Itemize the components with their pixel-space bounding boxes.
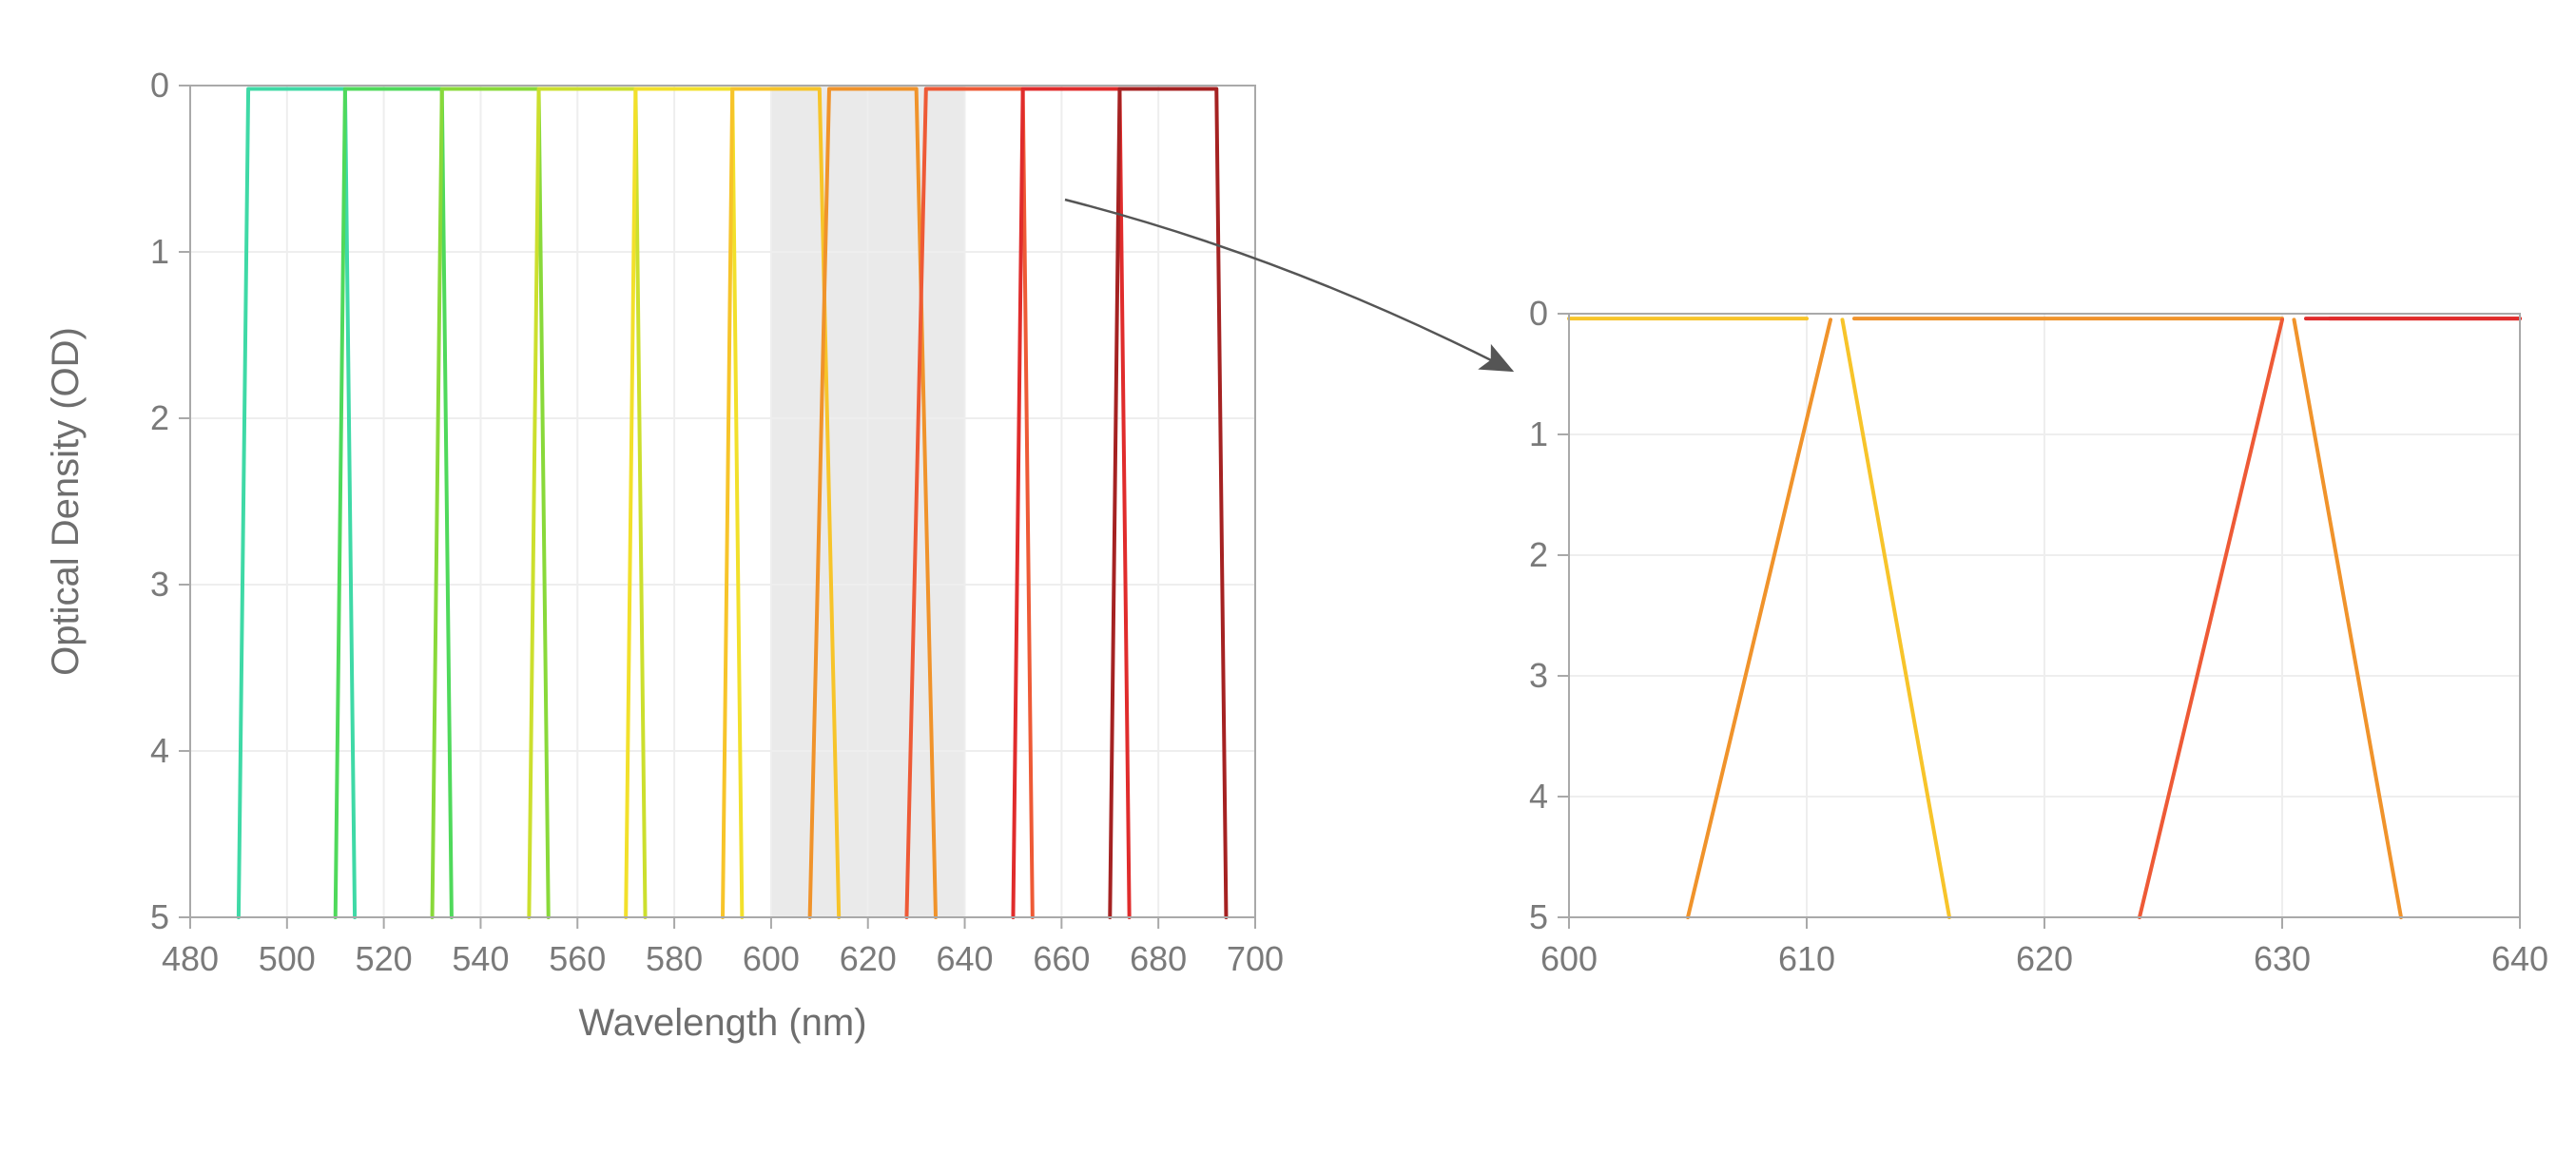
xtick-label: 580	[646, 939, 703, 978]
zoom-arrow	[1065, 200, 1512, 371]
ytick-label: 2	[1529, 535, 1548, 574]
ytick-label: 0	[1529, 294, 1548, 333]
ytick-label: 1	[1529, 414, 1548, 453]
chart-canvas: 4805005205405605806006206406606807000123…	[0, 0, 2576, 1154]
y-axis-label: Optical Density (OD)	[45, 327, 87, 676]
xtick-label: 610	[1778, 939, 1835, 978]
xtick-label: 540	[452, 939, 509, 978]
ytick-label: 2	[150, 398, 169, 437]
ytick-label: 0	[150, 66, 169, 105]
xtick-label: 680	[1130, 939, 1187, 978]
xtick-label: 620	[840, 939, 897, 978]
ytick-label: 3	[150, 565, 169, 604]
xtick-label: 600	[743, 939, 800, 978]
x-axis-label: Wavelength (nm)	[578, 1002, 866, 1044]
xtick-label: 660	[1033, 939, 1090, 978]
crossing-rise-1	[2140, 319, 2282, 917]
ytick-label: 4	[1529, 777, 1548, 816]
xtick-label: 600	[1540, 939, 1598, 978]
xtick-label: 630	[2254, 939, 2311, 978]
ytick-label: 3	[1529, 656, 1548, 695]
xtick-label: 560	[549, 939, 606, 978]
ytick-label: 4	[150, 731, 169, 770]
xtick-label: 620	[2016, 939, 2073, 978]
xtick-label: 500	[259, 939, 316, 978]
xtick-label: 700	[1227, 939, 1284, 978]
xtick-label: 640	[2491, 939, 2548, 978]
ytick-label: 1	[150, 232, 169, 271]
xtick-label: 640	[937, 939, 994, 978]
crossing-fall-1	[2295, 319, 2402, 917]
ytick-label: 5	[1529, 897, 1548, 936]
xtick-label: 480	[162, 939, 219, 978]
crossing-rise-0	[1688, 319, 1830, 917]
crossing-fall-0	[1843, 319, 1950, 917]
page-root: 4805005205405605806006206406606807000123…	[0, 0, 2576, 1154]
ytick-label: 5	[150, 897, 169, 936]
xtick-label: 520	[356, 939, 413, 978]
